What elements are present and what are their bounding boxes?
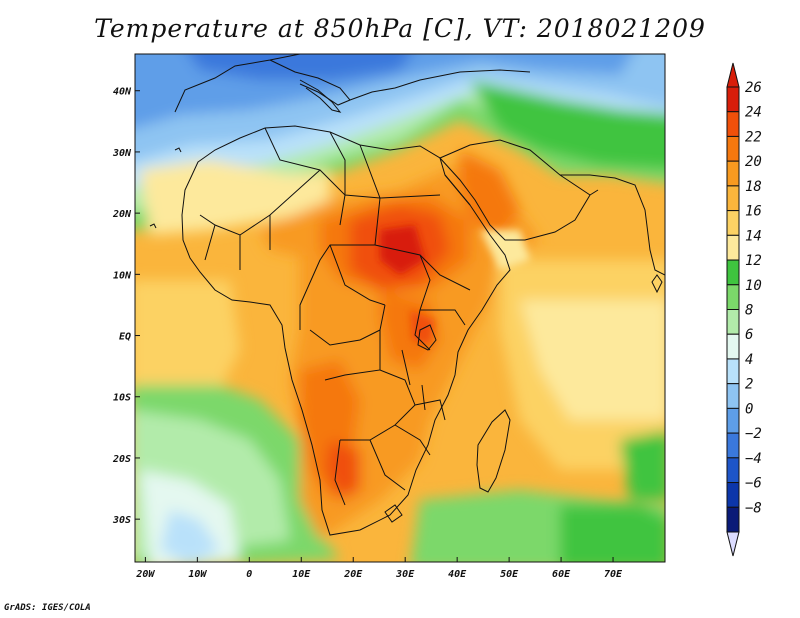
colorbar-swatch xyxy=(726,135,740,162)
y-axis-ticks: 40N 30N 20N 10N EQ 10S 20S 30S xyxy=(112,87,140,526)
x-tick-label: 30E xyxy=(395,569,415,580)
temperature-field xyxy=(135,54,665,562)
y-tick-label: 10S xyxy=(113,393,131,404)
map-title: Temperature at 850hPa [C], VT: 201802120… xyxy=(94,14,706,43)
colorbar-level-label: 4 xyxy=(745,352,753,368)
colorbar-swatch xyxy=(726,333,740,360)
colorbar-swatch xyxy=(726,259,740,286)
colorbar-swatch xyxy=(726,506,740,533)
colorbar-level-label: 18 xyxy=(745,179,762,195)
colorbar-level-label: 16 xyxy=(745,204,762,220)
colorbar-level-label: 20 xyxy=(745,154,762,170)
x-tick-label: 10W xyxy=(188,569,207,580)
colorbar-level-label: 8 xyxy=(745,303,753,319)
y-tick-label: 30S xyxy=(112,515,131,526)
x-tick-label: 50E xyxy=(500,569,519,580)
colorbar-swatch xyxy=(726,482,740,508)
colorbar-over-arrow xyxy=(726,62,740,88)
colorbar-swatch xyxy=(726,284,740,310)
colorbar-level-label: 12 xyxy=(745,253,762,269)
x-tick-label: 60E xyxy=(552,569,571,580)
colorbar-level-label: −4 xyxy=(745,451,762,467)
colorbar-level-label: 14 xyxy=(745,228,762,244)
x-tick-label: 70E xyxy=(604,569,623,580)
colorbar-level-label: 22 xyxy=(745,129,762,145)
colorbar-swatch xyxy=(726,185,740,212)
colorbar-swatch xyxy=(726,383,740,409)
x-tick-label: 20E xyxy=(343,569,363,580)
x-axis-ticks: 20W 10W 0 10E 20E 30E 40E 50E 60E 70E xyxy=(135,557,623,580)
colorbar-swatch xyxy=(726,111,740,137)
y-tick-label: 10N xyxy=(113,270,132,281)
colorbar-swatch xyxy=(726,309,740,335)
map-panel xyxy=(135,54,665,562)
x-tick-label: 40E xyxy=(448,569,467,580)
colorbar-level-label: 2 xyxy=(745,377,753,393)
colorbar-swatch xyxy=(726,210,740,236)
colorbar-level-label: 0 xyxy=(745,401,753,417)
colorbar-level-label: 24 xyxy=(745,105,762,121)
y-tick-label: 30N xyxy=(112,148,132,159)
x-tick-label: 10E xyxy=(292,569,311,580)
colorbar-under-arrow xyxy=(726,531,740,557)
colorbar-swatch xyxy=(726,358,740,385)
x-tick-label: 0 xyxy=(246,569,252,580)
map-frame xyxy=(134,53,666,563)
colorbar-level-label: −6 xyxy=(745,476,762,492)
coastlines-and-borders xyxy=(149,54,665,536)
colorbar-level-label: 6 xyxy=(745,327,753,343)
colorbar-level-label: 10 xyxy=(745,278,762,294)
credit-label: GrADS: IGES/COLA xyxy=(4,603,91,613)
colorbar-swatch xyxy=(726,457,740,484)
colorbar-swatch xyxy=(726,234,740,261)
x-tick-label: 20W xyxy=(135,569,155,580)
colorbar-swatch xyxy=(726,160,740,187)
colorbar-level-label: −8 xyxy=(745,500,762,516)
colorbar-level-label: −2 xyxy=(745,426,762,442)
y-tick-label: EQ xyxy=(119,332,131,343)
colorbar-swatch xyxy=(726,432,740,459)
colorbar-level-label: 26 xyxy=(745,80,762,96)
y-tick-label: 20S xyxy=(112,454,131,465)
colorbar-swatch xyxy=(726,86,740,113)
y-tick-label: 20N xyxy=(112,209,132,220)
y-tick-label: 40N xyxy=(113,87,132,98)
colorbar-swatch xyxy=(726,407,740,434)
